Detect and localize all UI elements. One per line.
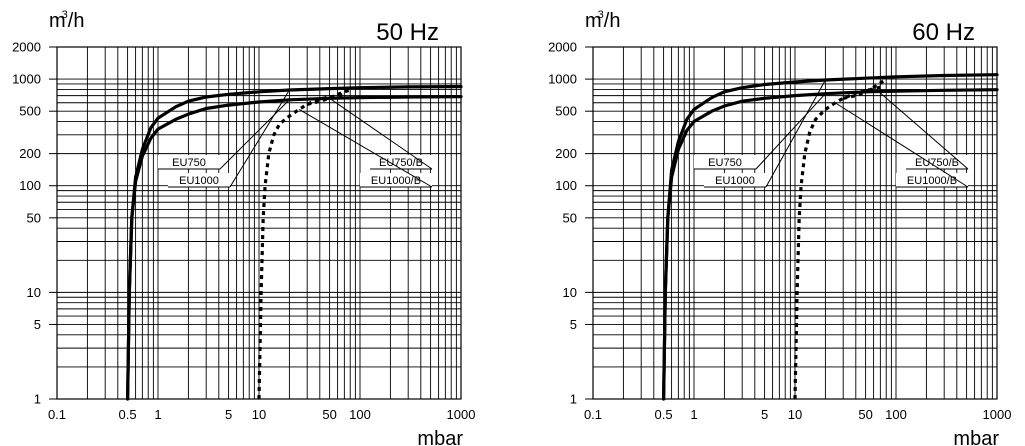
y-tick-label: 1000 [548,72,577,87]
label-leader-line [834,102,969,188]
y-tick-label: 500 [555,104,577,119]
y-tick-label: 50 [27,210,41,225]
chart-60hz: 1 5 10 50 100 200 500 1000 2000 0.1 0.5 1 5 10 50 100 10… [548,9,1011,446]
series-group [126,85,463,401]
x-tick-label: 5 [225,407,232,422]
grid [56,46,462,400]
label-backing [906,155,968,169]
label-backing [694,155,756,169]
x-tick-label: 100 [349,407,371,422]
grid [592,46,998,400]
label-backing [704,173,766,187]
x-tick-label: 0.1 [584,407,602,422]
x-tick-label: 0.1 [48,407,66,422]
label-leader-line [755,93,826,170]
y-tick-label: 200 [555,146,577,161]
series-label-eu1000-b: EU1000/B [371,175,421,187]
y-axis-label-rest: /h [604,10,621,32]
y-axis-label-rest: /h [68,10,85,32]
y-tick-label: 1 [570,392,577,407]
chart-title: 50 Hz [376,19,439,46]
x-tick-label: 50 [322,407,336,422]
x-tick-label: 5 [761,407,768,422]
y-axis-label: m3/h [49,9,84,32]
series-label-eu750-b: EU750/B [379,157,423,169]
chart-50hz: 1 5 10 50 100 200 500 1000 2000 0.1 0.5 1 5 10 50 100 10… [12,9,475,446]
series-label-eu1000-b: EU1000/B [907,175,957,187]
label-backing [168,173,230,187]
x-tick-label: 100 [885,407,907,422]
y-axis-label-base: m [585,10,602,32]
y-tick-label: 2000 [548,40,577,55]
y-tick-label: 5 [570,317,577,332]
y-tick-label: 1000 [12,72,41,87]
y-tick-label: 10 [563,285,577,300]
y-tick-label: 100 [19,178,41,193]
x-tick-label: 10 [788,407,802,422]
series-line-eu1000-b [257,92,345,400]
y-tick-label: 2000 [12,40,41,55]
x-tick-label: 1 [154,407,161,422]
series-group [662,73,999,401]
series-line-eu750-b [842,77,888,100]
x-axis-label: mbar [953,428,999,446]
label-leader-line [219,99,290,170]
x-tick-label: 50 [858,407,872,422]
series-line-eu750 [126,95,463,401]
y-tick-label: 1 [34,392,41,407]
x-tick-label: 0.5 [655,407,673,422]
y-axis-label-superscript: 3 [598,9,604,21]
series-label-eu1000: EU1000 [715,175,755,187]
series-label-eu1000: EU1000 [179,175,219,187]
y-tick-label: 5 [34,317,41,332]
series-label-eu750: EU750 [708,157,742,169]
label-backing [896,173,968,187]
x-tick-label: 1000 [983,407,1012,422]
y-axis-label-superscript: 3 [62,9,68,21]
series-line-eu1000-b [793,85,881,400]
label-leader-line [298,108,433,188]
series-line-eu1000 [126,85,463,401]
y-axis-label-base: m [49,10,66,32]
series-line-eu1000 [662,73,999,401]
label-leader-line [329,97,433,170]
y-tick-label: 100 [555,178,577,193]
x-tick-label: 1000 [447,407,476,422]
series-line-eu750 [662,88,999,401]
chart-title: 60 Hz [912,19,975,46]
label-leader-line [765,79,826,188]
y-tick-label: 10 [27,285,41,300]
x-tick-label: 1 [690,407,697,422]
x-axis-label: mbar [417,428,463,446]
y-tick-label: 50 [563,210,577,225]
x-tick-label: 0.5 [119,407,137,422]
label-backing [158,155,220,169]
y-axis-label: m3/h [585,9,620,32]
series-label-eu750: EU750 [172,157,206,169]
y-tick-label: 500 [19,104,41,119]
x-tick-label: 10 [252,407,266,422]
label-leader-line [229,89,290,188]
y-tick-label: 200 [19,146,41,161]
label-leader-line [873,86,969,170]
